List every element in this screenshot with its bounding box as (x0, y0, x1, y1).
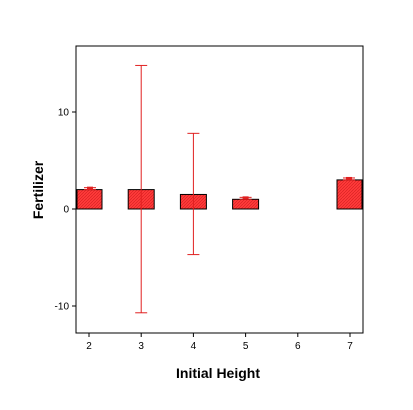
error-marker-7 (346, 176, 352, 180)
x-tick-label: 3 (138, 341, 144, 352)
error-marker-2 (87, 186, 93, 190)
bar-5 (232, 198, 260, 210)
y-axis-ticks: -10 0 10 (55, 108, 76, 313)
bar-7 (336, 179, 363, 210)
x-tick-label: 4 (191, 341, 197, 352)
x-axis-ticks: 2 3 4 5 6 7 (86, 333, 353, 352)
x-tick-label: 2 (86, 341, 92, 352)
x-tick-label: 6 (295, 341, 301, 352)
y-axis-title: Fertilizer (30, 160, 46, 219)
bar-2 (76, 189, 103, 210)
y-tick-label: 10 (58, 108, 70, 119)
bars (76, 179, 363, 210)
x-tick-label: 7 (347, 341, 353, 352)
y-tick-label: 0 (63, 205, 69, 216)
x-axis-title: Initial Height (176, 365, 260, 381)
error-bars (84, 64, 355, 314)
y-tick-label: -10 (55, 302, 70, 313)
x-tick-label: 5 (243, 341, 249, 352)
error-marker-5 (242, 196, 249, 200)
plot-frame (75, 45, 364, 334)
